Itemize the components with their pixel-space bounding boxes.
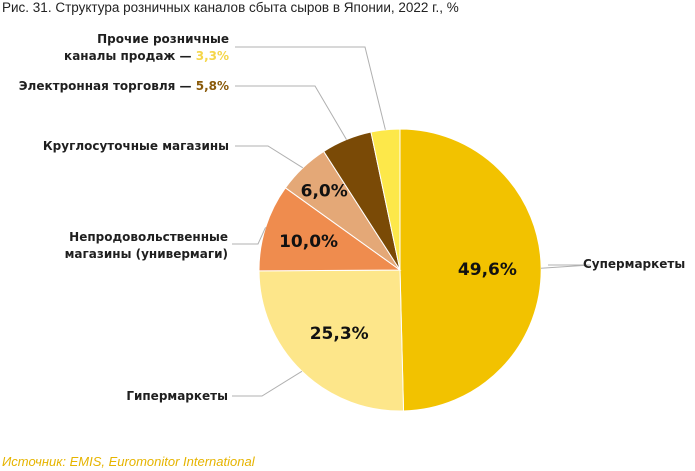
slice-label-supermarkets: Супермаркеты (583, 257, 685, 271)
leader-line-hypermarkets (232, 370, 303, 397)
source-note: Источник: EMIS, Euromonitor Internationa… (2, 454, 255, 469)
pie-slice-nonfood (258, 187, 402, 272)
slice-label-nonfood-line2: магазины (универмаги) (65, 247, 228, 261)
slice-value-ecommerce: 5,8% (196, 79, 229, 93)
slice-value-hypermarkets: 25,3% (310, 324, 369, 344)
leader-lines (232, 46, 591, 397)
slice-value-supermarkets: 49,6% (458, 260, 517, 280)
pie-slice-hypermarkets (258, 269, 405, 412)
slice-label-hypermarkets: Гипермаркеты (126, 389, 228, 403)
slice-value-nonfood: 10,0% (279, 232, 338, 252)
slice-value-convenience: 6,0% (301, 181, 348, 201)
slice-label-other-line2: каналы продаж — 3,3% (64, 49, 229, 63)
slice-label-other-line1: Прочие розничные (97, 32, 229, 46)
pie-slices (258, 128, 542, 412)
slice-value-other: 3,3% (196, 49, 229, 63)
slice-label-nonfood-line1: Непродовольственные (69, 230, 228, 244)
leader-line-ecommerce (235, 85, 347, 140)
pie-labels: 49,6% Супермаркеты 25,3% Гипермаркеты 10,0% Н… (19, 32, 686, 403)
leader-line-supermarkets (540, 264, 591, 269)
slice-label-convenience: Круглосуточные магазины (43, 139, 229, 153)
leader-line-convenience (235, 145, 304, 169)
leader-line-nonfood (232, 227, 267, 245)
slice-label-ecommerce: Электронная торговля — 5,8% (19, 79, 229, 93)
figure-title: Рис. 31. Структура розничных каналов сбы… (2, 0, 459, 15)
leader-line-other (235, 46, 386, 130)
